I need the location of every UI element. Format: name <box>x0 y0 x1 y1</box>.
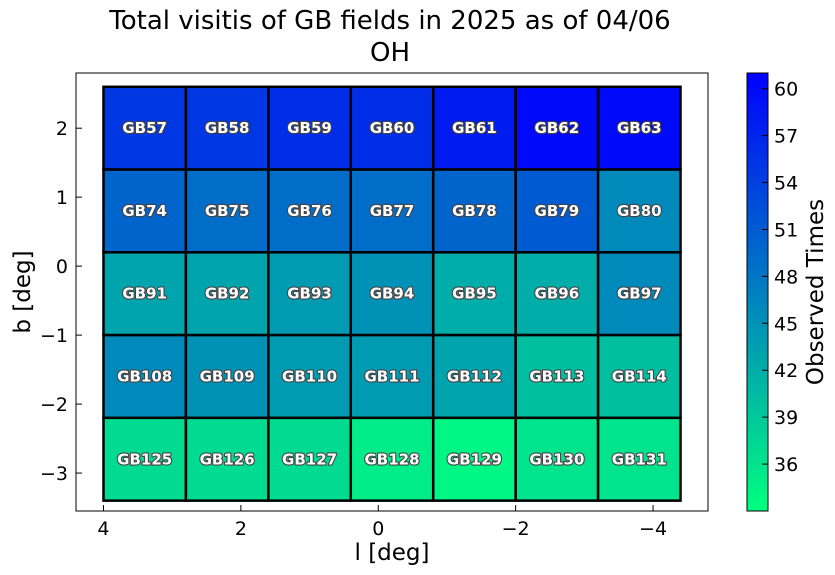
y-axis-label: b [deg] <box>10 250 36 333</box>
cell-label-gb130: GB130 <box>529 450 584 468</box>
heatmap-cell-gb80 <box>596 168 682 254</box>
cell-label-gb108: GB108 <box>117 367 172 385</box>
cell-label-gb93: GB93 <box>287 285 332 303</box>
colorbar-label: Observed Times <box>803 199 829 385</box>
cell-label-gb80: GB80 <box>617 202 662 220</box>
cell-label-gb96: GB96 <box>535 285 580 303</box>
cell-label-gb94: GB94 <box>370 285 415 303</box>
colorbar-tick-label: 42 <box>774 360 798 382</box>
cell-label-gb126: GB126 <box>200 450 255 468</box>
cell-label-gb79: GB79 <box>535 202 580 220</box>
cell-label-gb95: GB95 <box>452 285 497 303</box>
colorbar <box>746 72 769 512</box>
cell-label-gb129: GB129 <box>447 450 502 468</box>
cell-label-gb113: GB113 <box>529 367 584 385</box>
x-tick-label: 2 <box>235 518 247 540</box>
plot-frame <box>75 72 709 512</box>
cell-label-gb127: GB127 <box>282 450 337 468</box>
heatmap-cell-gb79 <box>514 168 600 254</box>
chart-subtitle: OH <box>369 38 410 68</box>
cell-label-gb75: GB75 <box>205 202 250 220</box>
colorbar-tick-label: 48 <box>774 266 798 288</box>
heatmap-cell-gb74 <box>102 168 188 254</box>
heatmap-cell-gb131 <box>596 416 682 502</box>
cell-label-gb92: GB92 <box>205 285 250 303</box>
cell-label-gb97: GB97 <box>617 285 662 303</box>
cell-label-gb57: GB57 <box>122 119 167 137</box>
cell-label-gb63: GB63 <box>617 119 662 137</box>
colorbar-tick-label: 54 <box>774 173 798 195</box>
cell-label-gb60: GB60 <box>370 119 415 137</box>
heatmap-cell-gb93 <box>267 251 353 337</box>
colorbar-tick-label: 36 <box>774 454 798 476</box>
cell-label-gb74: GB74 <box>122 202 167 220</box>
colorbar-tick-label: 39 <box>774 407 798 429</box>
cell-label-gb109: GB109 <box>200 367 255 385</box>
cell-label-gb62: GB62 <box>535 119 580 137</box>
cell-label-gb125: GB125 <box>117 450 172 468</box>
cell-label-gb91: GB91 <box>122 285 167 303</box>
cell-label-gb76: GB76 <box>287 202 332 220</box>
heatmap-cell-gb125 <box>102 416 188 502</box>
cell-label-gb78: GB78 <box>452 202 497 220</box>
colorbar-tick-label: 45 <box>774 313 798 335</box>
cell-label-gb131: GB131 <box>612 450 667 468</box>
cell-label-gb61: GB61 <box>452 119 497 137</box>
cell-label-gb112: GB112 <box>447 367 502 385</box>
colorbar-tick-label: 57 <box>774 126 798 148</box>
cell-label-gb128: GB128 <box>364 450 419 468</box>
heatmap-cell-gb126 <box>184 416 270 502</box>
y-tick-label: 2 <box>56 118 68 140</box>
cell-label-gb111: GB111 <box>364 367 419 385</box>
heatmap-cell-gb114 <box>596 333 682 420</box>
heatmap-cell-gb63 <box>596 85 682 171</box>
heatmap-cell-gb127 <box>267 416 353 502</box>
y-tick-label: 0 <box>56 256 68 278</box>
heatmap-cell-gb113 <box>514 333 600 420</box>
y-tick-label: −2 <box>40 394 68 416</box>
heatmap-cell-gb129 <box>431 416 517 502</box>
y-tick-label: 1 <box>56 187 68 209</box>
heatmap-cell-gb128 <box>349 416 435 502</box>
cell-label-gb59: GB59 <box>287 119 332 137</box>
heatmap-cell-gb97 <box>596 251 682 337</box>
cell-label-gb110: GB110 <box>282 367 337 385</box>
cell-label-gb58: GB58 <box>205 119 250 137</box>
chart-title: Total visitis of GB fields in 2025 as of… <box>109 6 671 36</box>
x-tick-label: −2 <box>502 518 530 540</box>
x-tick-label: 4 <box>97 518 109 540</box>
heatmap-cell-gb109 <box>184 333 270 420</box>
x-tick-label: −4 <box>639 518 667 540</box>
heatmap-cell-gb110 <box>267 333 353 420</box>
cell-label-gb77: GB77 <box>370 202 415 220</box>
heatmap-cell-gb94 <box>349 251 435 337</box>
y-tick-label: −1 <box>40 325 68 347</box>
heatmap-cell-gb78 <box>431 168 517 254</box>
heatmap-cell-gb76 <box>267 168 353 254</box>
x-tick-label: 0 <box>372 518 384 540</box>
cell-label-gb114: GB114 <box>612 367 667 385</box>
heatmap-cell-gb62 <box>514 85 600 171</box>
colorbar-tick-label: 51 <box>774 219 798 241</box>
x-axis-label: l [deg] <box>355 540 430 566</box>
heatmap-cell-gb61 <box>431 85 517 171</box>
y-tick-label: −3 <box>40 463 68 485</box>
colorbar-tick-label: 60 <box>774 79 798 101</box>
